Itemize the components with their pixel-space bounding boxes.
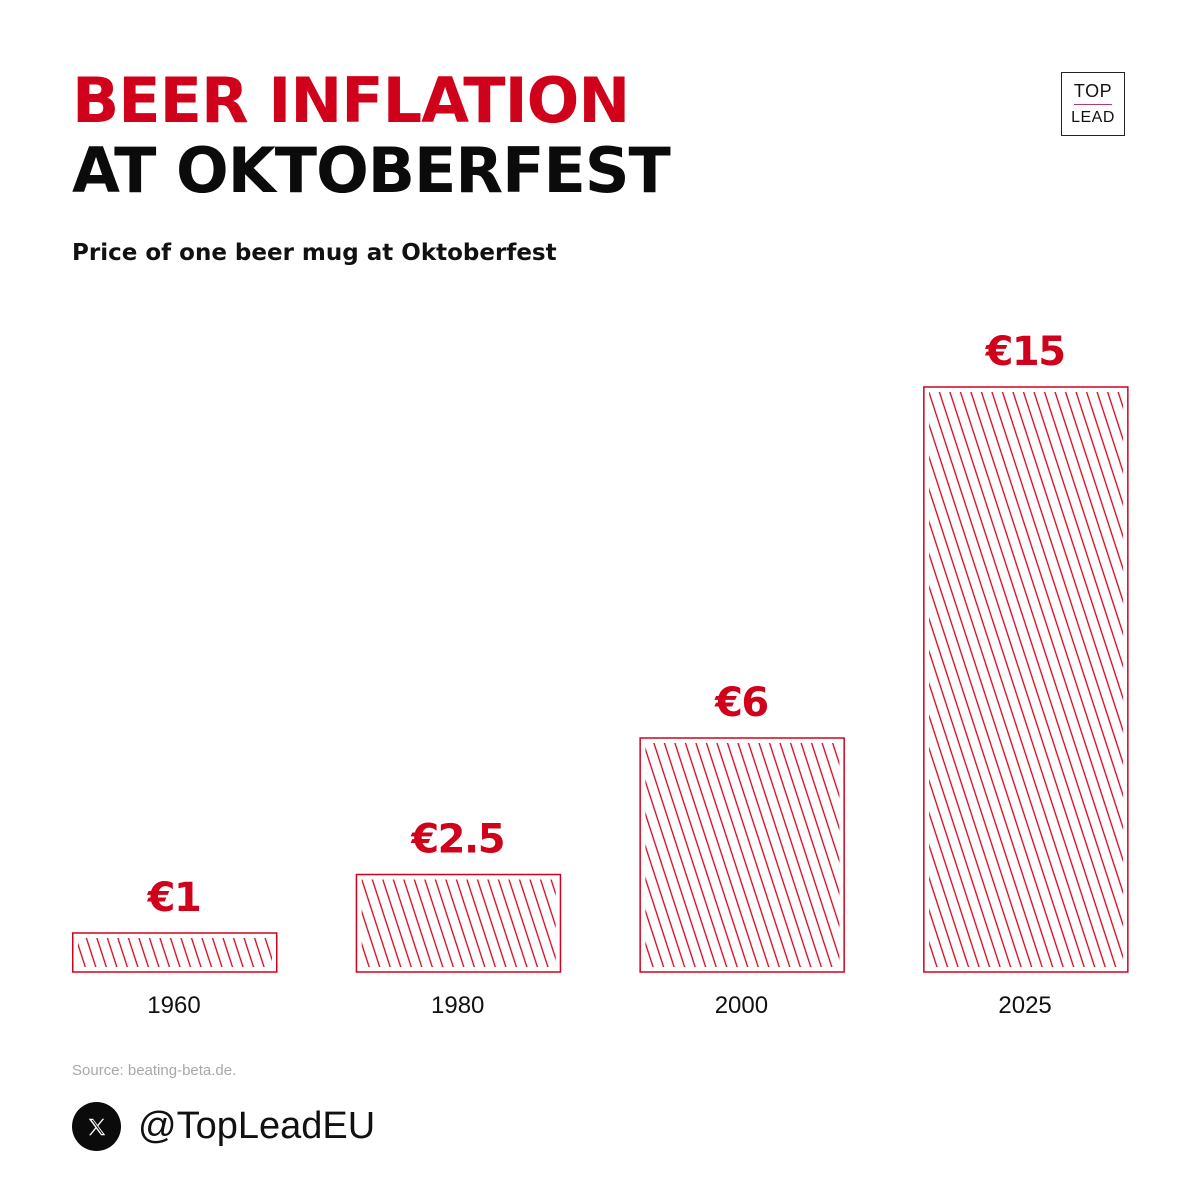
bar-hatch-1980 — [361, 879, 556, 967]
toplead-logo: TOP LEAD — [1061, 72, 1125, 136]
bar-hatch-1960 — [78, 938, 272, 967]
bar-chart: €1 1960 €2.5 1980 €6 2000 €15 2025 — [72, 329, 1129, 1019]
logo-line-top: TOP — [1073, 82, 1113, 105]
x-tick-label: 2000 — [715, 992, 768, 1019]
bar-value-label: €15 — [985, 329, 1065, 375]
logo-line-bottom: LEAD — [1071, 109, 1115, 126]
chart-title-line-1: BEER INFLATION — [72, 64, 630, 137]
bar-hatch-2000 — [645, 743, 840, 967]
bar-hatch-2025 — [929, 392, 1124, 967]
chart-subtitle: Price of one beer mug at Oktoberfest — [72, 240, 557, 266]
x-tick-label: 1980 — [431, 992, 484, 1019]
bar-value-label: €1 — [147, 875, 201, 921]
bar-value-label: €2.5 — [410, 817, 504, 863]
bar-value-label: €6 — [714, 680, 768, 726]
chart-title-line-2: AT OKTOBERFEST — [72, 134, 671, 207]
x-logo-icon — [72, 1102, 121, 1151]
source-note: Source: beating-beta.de. — [72, 1062, 237, 1079]
x-tick-label: 2025 — [998, 992, 1051, 1019]
x-tick-label: 1960 — [147, 992, 200, 1019]
x-glyph-icon — [88, 1118, 105, 1135]
social-handle[interactable]: @TopLeadEU — [138, 1105, 376, 1147]
